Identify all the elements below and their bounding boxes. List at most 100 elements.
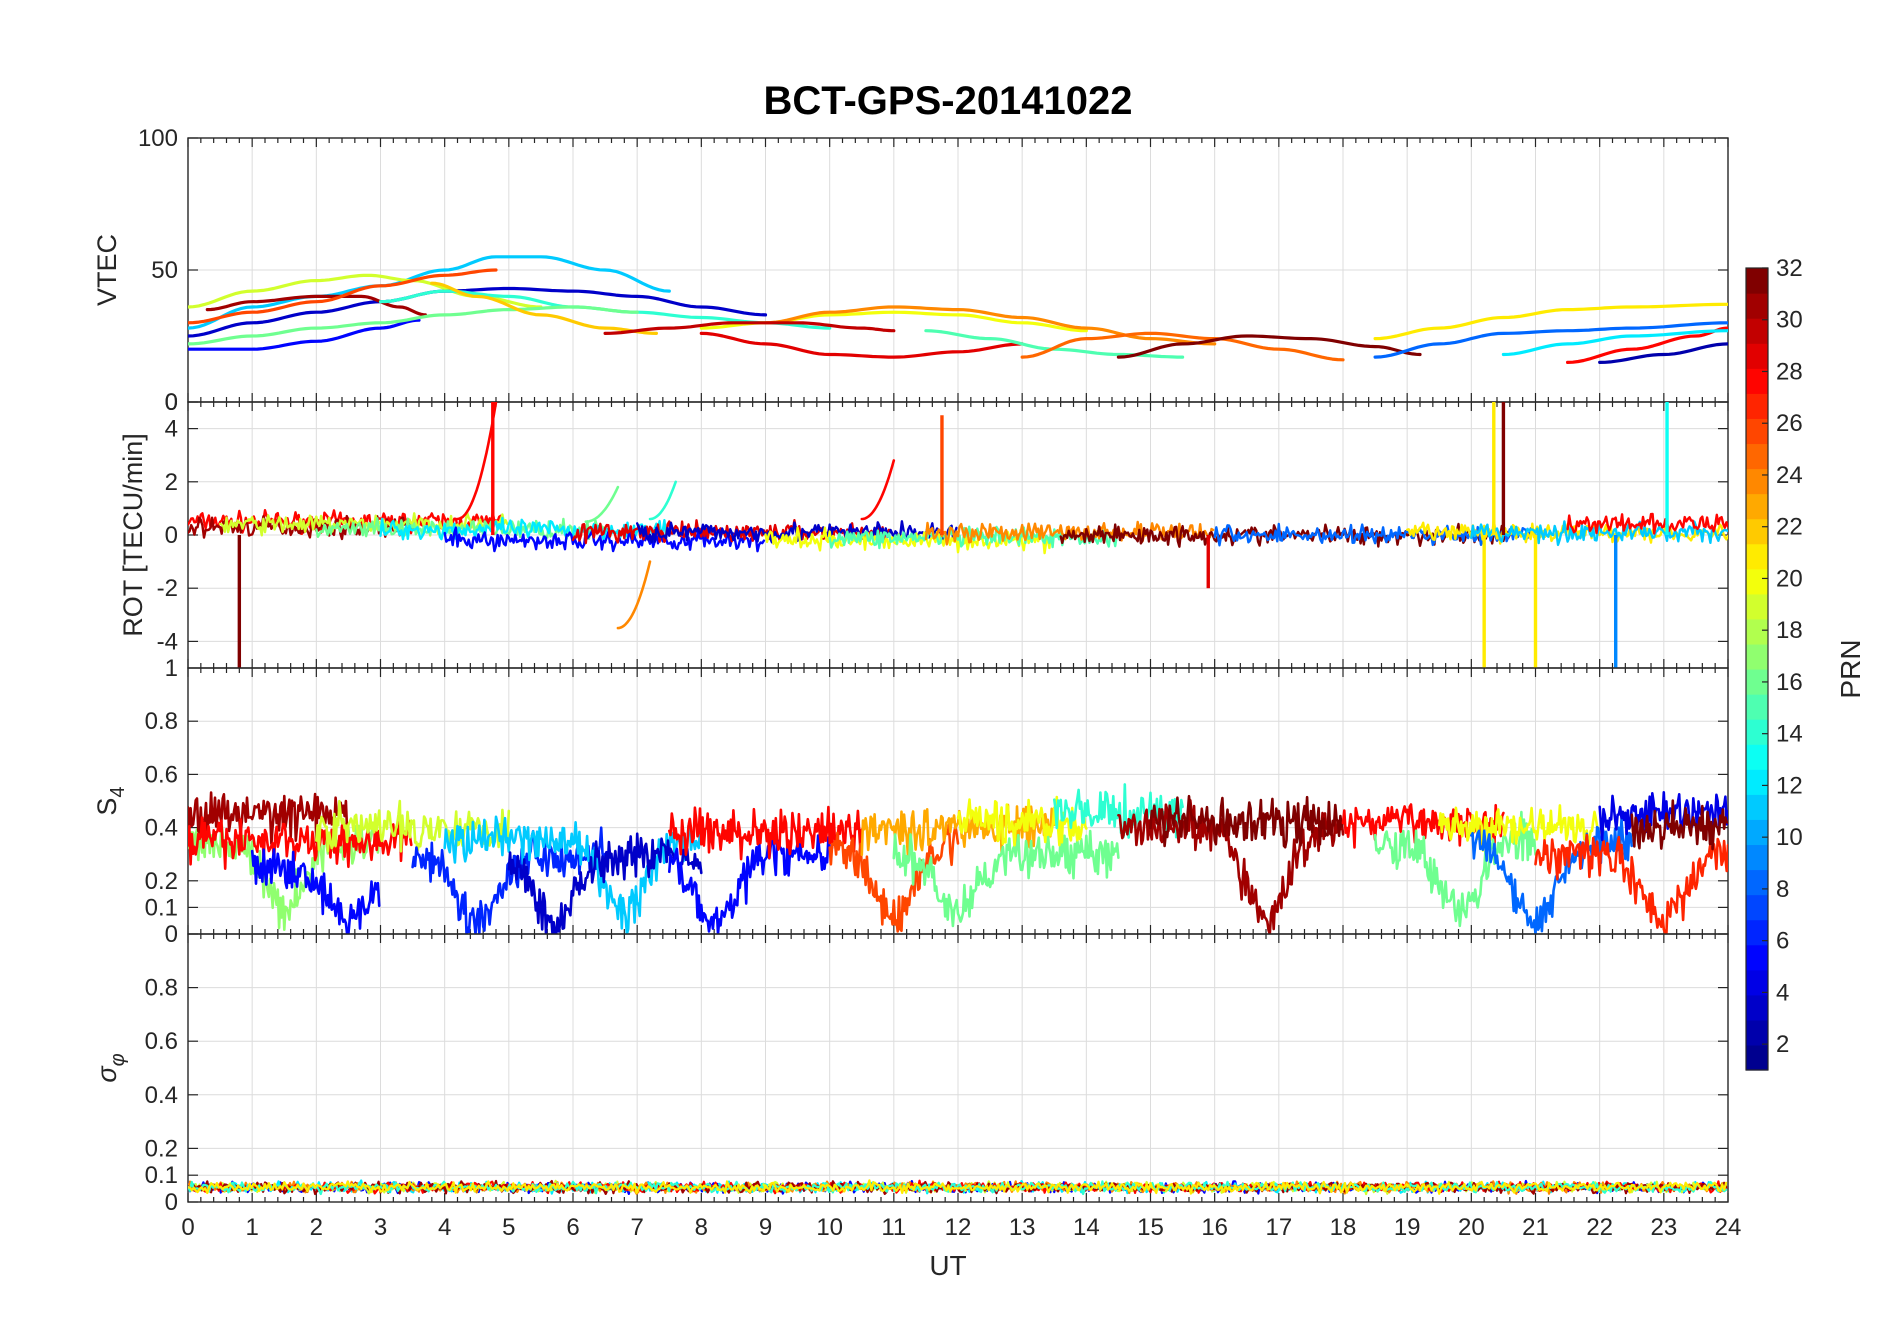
y-tick-label: 0.8 — [145, 975, 178, 1002]
s4-series-line — [668, 833, 831, 934]
plot-area — [188, 255, 1728, 364]
x-tick-label: 12 — [945, 1214, 972, 1241]
colorbar-frame — [1745, 267, 1769, 1071]
y-tick-label: -2 — [157, 575, 178, 602]
colorbar-tick-label: 32 — [1776, 255, 1803, 282]
y-tick-label: 0 — [165, 522, 178, 549]
s4-series-line — [860, 803, 1056, 857]
sigma-phi-series-line — [188, 1179, 1728, 1195]
y-tick-label: 0.6 — [145, 761, 178, 788]
s4-series-line — [188, 791, 349, 846]
x-tick-label: 16 — [1201, 1214, 1228, 1241]
y-tick-label: 0.4 — [145, 815, 178, 842]
colorbar-swatch — [1746, 919, 1768, 946]
y-tick-label: 0 — [165, 1189, 178, 1216]
x-tick-label: 2 — [310, 1214, 323, 1241]
y-tick-label: 50 — [151, 257, 178, 284]
x-tick-label: 5 — [502, 1214, 515, 1241]
y-tick-label: 0 — [165, 389, 178, 416]
colorbar-swatch — [1746, 618, 1768, 645]
y-tick-label: 0.4 — [145, 1082, 178, 1109]
s4-series-line — [668, 805, 863, 861]
sigma-phi-series-line — [188, 1180, 1728, 1196]
colorbar-tick-label: 26 — [1776, 410, 1803, 437]
vtec-series-line — [430, 281, 658, 335]
x-tick-label: 20 — [1458, 1214, 1485, 1241]
colorbar-tick-label: 2 — [1776, 1031, 1789, 1058]
s4-series-line — [250, 848, 381, 934]
x-tick-label: 15 — [1137, 1214, 1164, 1241]
colorbar-tick-label: 14 — [1776, 721, 1803, 748]
s4-series-line — [956, 795, 1088, 847]
x-tick-label: 9 — [759, 1214, 772, 1241]
x-tick-label: 18 — [1330, 1214, 1357, 1241]
rot-series-line — [860, 459, 896, 521]
vtec-series-line — [188, 255, 671, 330]
plot-area — [188, 1179, 1728, 1196]
y-tick-label: 0.1 — [145, 1162, 178, 1189]
rot-series-line — [584, 485, 620, 523]
s4-series-line — [1438, 804, 1601, 852]
x-tick-label: 21 — [1522, 1214, 1549, 1241]
colorbar-swatch — [1746, 969, 1768, 996]
colorbar-tick-label: 30 — [1776, 307, 1803, 334]
vtec-series-line — [1566, 326, 1728, 364]
y-tick-label: 0 — [165, 921, 178, 948]
colorbar-tick-label: 16 — [1776, 669, 1803, 696]
y-tick-label: 1 — [165, 655, 178, 682]
y-tick-label: 0.8 — [145, 708, 178, 735]
y-tick-label: 0 — [165, 389, 178, 416]
colorbar-swatch — [1746, 543, 1768, 570]
colorbar-tick-label: 28 — [1776, 358, 1803, 385]
y-axis-label: ROT [TECU/min] — [118, 433, 148, 637]
s4-series-line — [1598, 791, 1728, 842]
colorbar-tick-label: 24 — [1776, 462, 1803, 489]
colorbar-tick-label: 8 — [1776, 876, 1789, 903]
s4-series-line — [315, 799, 511, 853]
colorbar-tick-label: 22 — [1776, 514, 1803, 541]
x-tick-label: 17 — [1265, 1214, 1292, 1241]
x-tick-label: 8 — [695, 1214, 708, 1241]
rot-series-line — [764, 526, 1054, 555]
colorbar-swatch — [1746, 643, 1768, 670]
rot-series-line — [616, 560, 652, 630]
x-axis-label: UT — [929, 1250, 966, 1281]
colorbar-swatch — [1746, 593, 1768, 620]
x-tick-label: 23 — [1650, 1214, 1677, 1241]
x-tick-label: 19 — [1394, 1214, 1421, 1241]
colorbar-swatch — [1746, 443, 1768, 470]
x-tick-label: 22 — [1586, 1214, 1613, 1241]
s4-series-line — [1117, 799, 1345, 934]
colorbar-swatch — [1746, 869, 1768, 896]
x-tick-label: 24 — [1715, 1214, 1742, 1241]
colorbar-tick-label: 10 — [1776, 824, 1803, 851]
colorbar-swatch — [1746, 694, 1768, 720]
plot-area — [188, 402, 1728, 668]
vtec-series-line — [188, 268, 498, 325]
s4-series-line — [1534, 833, 1728, 934]
colorbar-label: PRN — [1835, 639, 1866, 698]
colorbar-swatch — [1746, 318, 1768, 344]
vtec-series-line — [1020, 331, 1345, 362]
colorbar-tick-label: 20 — [1776, 565, 1803, 592]
rot-series-line — [443, 526, 766, 553]
y-tick-label: 0.6 — [145, 1028, 178, 1055]
x-tick-label: 13 — [1009, 1214, 1036, 1241]
rot-series-line — [456, 402, 498, 521]
vtec-series-line — [1598, 342, 1728, 364]
colorbar-tick-label: 4 — [1776, 979, 1789, 1006]
colorbar-swatch — [1746, 268, 1768, 294]
colorbar-swatch — [1746, 1044, 1768, 1071]
colorbar-swatch — [1746, 944, 1768, 971]
rot-series-line — [648, 480, 677, 521]
y-tick-label: 0.2 — [145, 1135, 178, 1162]
s4-series-line — [828, 823, 960, 933]
colorbar-swatch — [1746, 393, 1768, 419]
colorbar-swatch — [1746, 343, 1768, 369]
s4-series-line — [188, 816, 413, 870]
plot-area — [188, 783, 1728, 934]
s4-series-line — [443, 815, 703, 934]
colorbar-swatch — [1746, 368, 1768, 394]
